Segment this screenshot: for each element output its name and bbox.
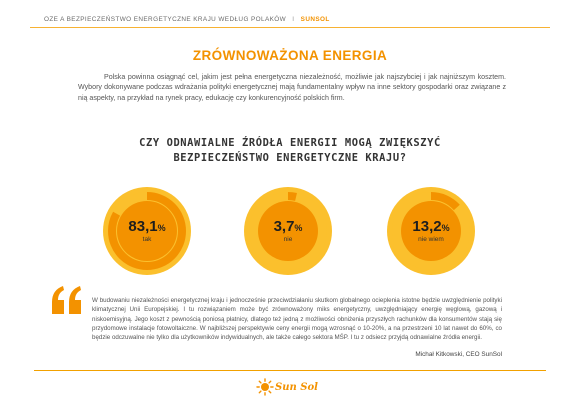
donut-chart-nie: 3,7% nie xyxy=(243,186,333,276)
sunsol-logo: Sun Sol xyxy=(256,378,356,400)
survey-question: CZY ODNAWIALNE ŹRÓDŁA ENERGII MOGĄ ZWIĘK… xyxy=(0,136,580,166)
section-title: ZRÓWNOWAŻONA ENERGIA xyxy=(192,48,388,63)
donut-label: nie xyxy=(283,236,293,243)
donut-unit: % xyxy=(441,223,450,233)
donut-label: tak xyxy=(142,236,152,243)
header-text: OZE A BEZPIECZEŃSTWO ENERGETYCZNE KRAJU … xyxy=(44,16,287,23)
running-header: OZE A BEZPIECZEŃSTWO ENERGETYCZNE KRAJU … xyxy=(44,16,544,23)
quotation-mark-icon xyxy=(52,286,81,314)
donut-value: 3,7% xyxy=(243,218,333,235)
donut-number: 3,7 xyxy=(273,218,295,235)
sun-icon xyxy=(256,378,274,396)
header-separator: I xyxy=(292,16,295,23)
logo-wordmark: Sun Sol xyxy=(275,382,318,393)
donut-chart-tak: 83,1% tak xyxy=(102,186,192,276)
question-line-1: CZY ODNAWIALNE ŹRÓDŁA ENERGII MOGĄ ZWIĘK… xyxy=(139,137,441,149)
donut-graphic xyxy=(103,187,191,275)
donut-graphic xyxy=(244,187,332,275)
question-line-2: BEZPIECZEŃSTWO ENERGETYCZNE KRAJU? xyxy=(173,152,407,164)
donut-label: nie wiem xyxy=(418,236,444,243)
donut-value-arc xyxy=(108,192,186,270)
donut-value: 13,2% xyxy=(386,218,476,235)
donut-graphic xyxy=(387,187,475,275)
quote-text: W budowaniu niezależności energetycznej … xyxy=(92,297,502,342)
donut-number: 13,2 xyxy=(412,218,442,235)
donut-chart-nie-wiem: 13,2% nie wiem xyxy=(386,186,476,276)
donut-value-arc xyxy=(392,192,470,270)
header-divider xyxy=(30,27,550,28)
donut-center xyxy=(120,204,174,258)
footer-divider xyxy=(34,370,546,371)
intro-paragraph: Polska powinna osiągnąć cel, jakim jest … xyxy=(78,73,506,102)
quote-author: Michał Kitkowski, CEO SunSol xyxy=(415,351,502,358)
header-brand: SUNSOL xyxy=(300,16,330,23)
donut-center xyxy=(261,204,315,258)
donut-unit: % xyxy=(157,223,166,233)
donut-number: 83,1 xyxy=(128,218,158,235)
donut-unit: % xyxy=(294,223,303,233)
donut-value-arc xyxy=(249,192,327,270)
donut-center xyxy=(404,204,458,258)
donut-value: 83,1% xyxy=(102,218,192,235)
